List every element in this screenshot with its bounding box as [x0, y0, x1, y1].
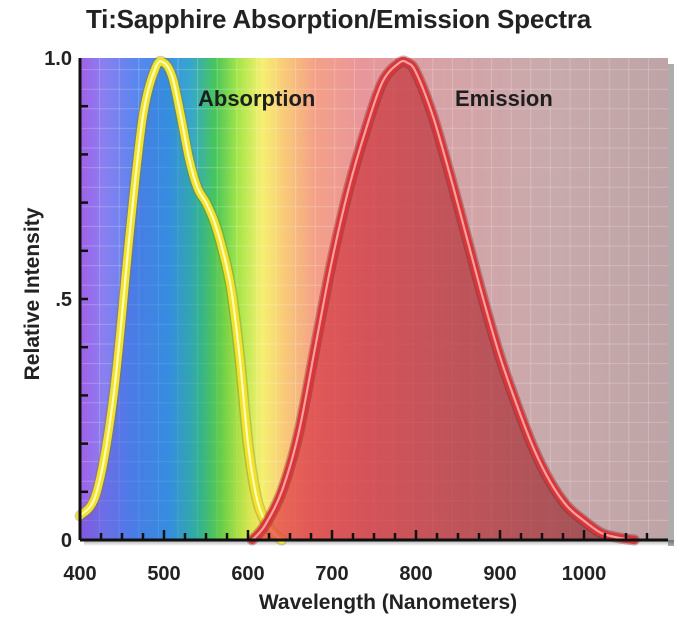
- x-tick-label: 800: [399, 563, 432, 585]
- series-area-absorption: [80, 61, 282, 540]
- series-label-absorption: Absorption: [198, 86, 315, 111]
- plot-right-shadow: [668, 64, 674, 546]
- ticks: [80, 104, 649, 540]
- y-tick-label: .5: [55, 289, 72, 311]
- x-tick-label: 1000: [562, 563, 607, 585]
- series-area-emission: [252, 60, 635, 540]
- x-tick-label: 900: [483, 563, 516, 585]
- x-axis-title: Wavelength (Nanometers): [259, 591, 517, 614]
- y-tick-label: 1.0: [44, 48, 72, 70]
- labels: 400 500 600 700 800 900 1000 0 .5 1.0 Wavelength (…: [21, 48, 606, 614]
- y-tick-label: 0: [61, 530, 72, 552]
- series-areas: [74, 55, 640, 546]
- series-line-highlight-emission: [251, 59, 636, 542]
- x-tick-label: 700: [315, 563, 348, 585]
- x-tick-label: 400: [63, 563, 96, 585]
- x-tick-label: 500: [147, 563, 180, 585]
- series-line-highlight-absorption: [78, 60, 283, 542]
- chart-title: Ti:Sapphire Absorption/Emission Spectra: [85, 4, 592, 34]
- x-tick-label: 600: [231, 563, 264, 585]
- plot-bottom-shadow: [84, 540, 674, 546]
- series-label-emission: Emission: [455, 86, 553, 111]
- y-axis-title: Relative Intensity: [21, 207, 44, 380]
